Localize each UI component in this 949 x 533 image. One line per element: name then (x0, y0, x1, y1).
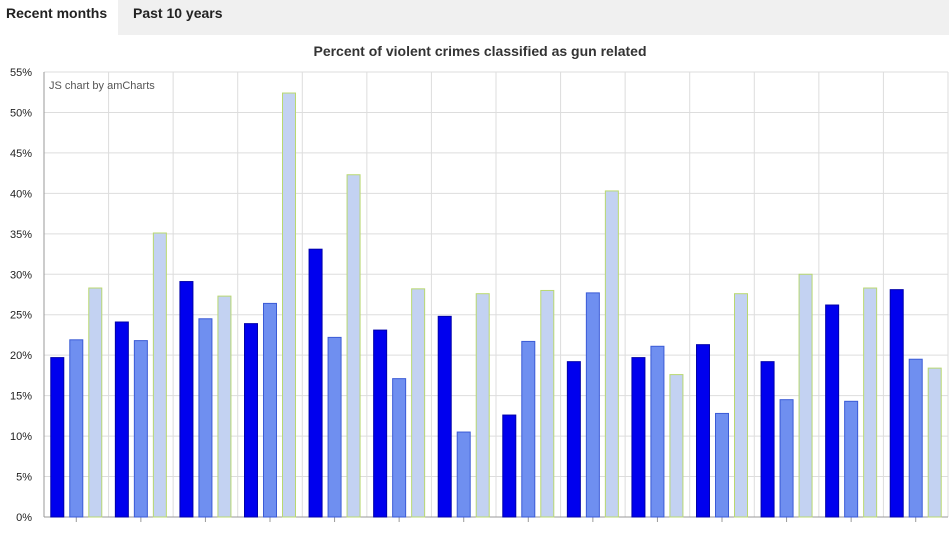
bar-series-2[interactable] (263, 302, 277, 518)
bar-series-2[interactable] (198, 318, 213, 518)
y-tick-label: 5% (16, 472, 32, 484)
bar-series-1[interactable] (825, 304, 840, 518)
bar-series-3[interactable] (798, 273, 813, 518)
y-tick-label: 35% (10, 229, 32, 241)
bar-series-1[interactable] (373, 329, 388, 518)
y-tick-label: 0% (16, 512, 32, 524)
y-tick-label: 40% (10, 188, 32, 200)
bar-series-1[interactable] (308, 248, 323, 518)
bar-series-1[interactable] (437, 315, 452, 518)
y-tick-label: 55% (10, 67, 32, 79)
bar-series-2[interactable] (585, 292, 600, 518)
bar-series-2[interactable] (779, 399, 794, 518)
bar-series-3[interactable] (604, 190, 619, 518)
tab-bar: Recent months Past 10 years (0, 0, 949, 35)
bar-series-1[interactable] (502, 414, 517, 518)
bar-series-3[interactable] (282, 92, 296, 518)
bar-series-3[interactable] (540, 289, 555, 518)
y-axis: 0% 5% 10% 15% 20% 25% 30% 35% 40% 45% 50% 55% (10, 67, 32, 524)
bar-series-2[interactable] (715, 412, 729, 518)
bar-series-3[interactable] (411, 288, 426, 518)
bar-series-3[interactable] (734, 293, 748, 518)
bar-series-2[interactable] (650, 345, 665, 518)
bar-series-3[interactable] (346, 174, 361, 518)
bar-series-3[interactable] (152, 232, 167, 518)
y-tick-label: 25% (10, 310, 32, 322)
bar-series-3[interactable] (669, 374, 684, 518)
chart-grid (43, 71, 949, 522)
bar-series-2[interactable] (456, 431, 471, 518)
bar-series-2[interactable] (133, 340, 148, 518)
bar-series-3[interactable] (863, 287, 878, 518)
bar-series-2[interactable] (908, 358, 923, 518)
bar-series-1[interactable] (566, 361, 581, 518)
y-tick-label: 50% (10, 107, 32, 119)
chart-title: Percent of violent crimes classified as … (313, 43, 647, 59)
bar-series-3[interactable] (927, 367, 942, 518)
bar-series-3[interactable] (217, 295, 232, 518)
bar-series-2[interactable] (327, 336, 342, 518)
y-tick-label: 20% (10, 350, 32, 362)
bar-series-1[interactable] (631, 357, 646, 518)
bar-series-1[interactable] (179, 281, 194, 518)
tab-recent-months[interactable]: Recent months (0, 0, 118, 35)
bar-series-2[interactable] (392, 378, 407, 518)
y-tick-label: 45% (10, 148, 32, 160)
bar-series-1[interactable] (50, 357, 65, 518)
y-tick-label: 10% (10, 431, 32, 443)
bar-series-2[interactable] (69, 339, 84, 518)
y-tick-label: 30% (10, 269, 32, 281)
bar-series-2[interactable] (844, 400, 859, 518)
bar-series-1[interactable] (889, 289, 904, 518)
bar-series-1[interactable] (244, 323, 258, 518)
tab-past-10-years[interactable]: Past 10 years (133, 5, 223, 21)
y-tick-label: 15% (10, 391, 32, 403)
bar-series-1[interactable] (114, 321, 129, 518)
chart-bars (50, 92, 942, 518)
bar-series-3[interactable] (475, 293, 490, 518)
bar-series-1[interactable] (696, 344, 710, 518)
chart-credit: JS chart by amCharts (49, 80, 155, 92)
bar-series-3[interactable] (88, 287, 103, 518)
bar-series-2[interactable] (521, 340, 536, 518)
bar-series-1[interactable] (760, 361, 775, 518)
